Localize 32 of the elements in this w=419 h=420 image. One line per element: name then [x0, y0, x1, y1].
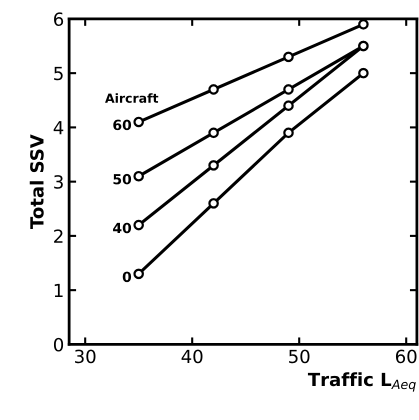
point	[358, 19, 369, 30]
y-tick-label: 2	[54, 229, 62, 243]
point	[208, 160, 219, 171]
legend-title: Aircraft	[105, 93, 158, 103]
point	[283, 52, 294, 62]
y-tick-label: 5	[54, 66, 63, 80]
point	[283, 128, 294, 138]
point	[133, 220, 144, 230]
series-label: 60	[113, 120, 132, 130]
y-tick-label: 0	[54, 338, 64, 352]
point	[208, 198, 219, 209]
x-tick-label: 40	[182, 350, 202, 364]
series-label: 0	[122, 272, 132, 282]
y-tick-label: 6	[54, 12, 64, 26]
point	[133, 116, 144, 128]
x-tick-label: 30	[75, 350, 96, 364]
x-tick-label: 50	[289, 350, 310, 364]
y-tick-label: 3	[54, 175, 63, 189]
point	[133, 170, 144, 182]
point	[208, 128, 219, 138]
point	[283, 100, 294, 111]
y-tick-label: 1	[54, 284, 63, 298]
series-label: 50	[113, 174, 132, 184]
point	[358, 68, 369, 78]
point	[283, 84, 294, 95]
series-label: 40	[113, 222, 132, 234]
point	[208, 84, 219, 95]
point	[133, 268, 144, 280]
y-axis-title: Total SSV	[30, 134, 44, 229]
y-tick-label: 4	[54, 121, 64, 134]
x-axis-title: Traffic L$_{Aeq}$	[308, 372, 416, 392]
x-tick-label: 60	[396, 350, 416, 364]
